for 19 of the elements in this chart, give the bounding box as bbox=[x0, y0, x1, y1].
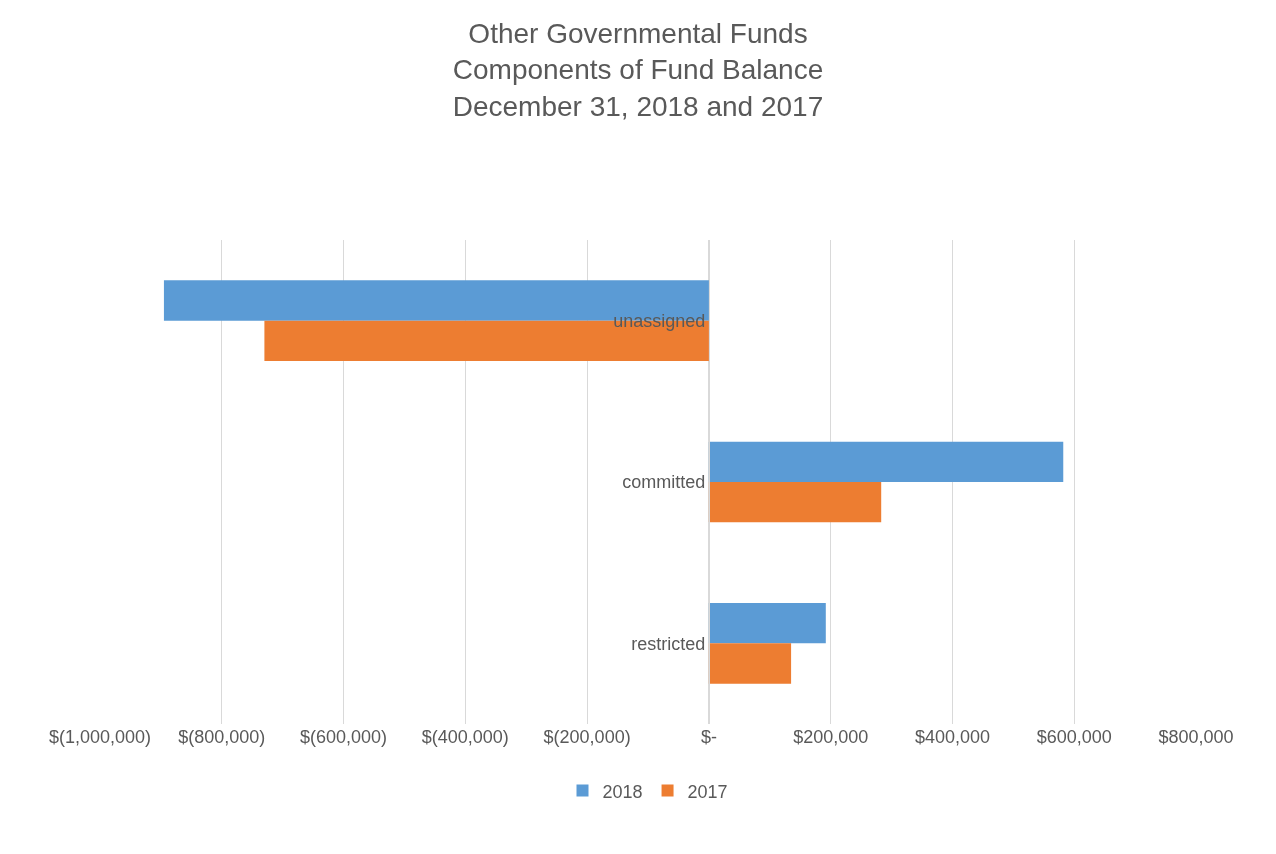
bar bbox=[708, 643, 792, 684]
x-tick-label: $200,000 bbox=[793, 727, 869, 747]
x-tick-label: $(400,000) bbox=[421, 727, 509, 747]
bar bbox=[708, 482, 882, 523]
x-tick-label: $(600,000) bbox=[300, 727, 388, 747]
x-tick-label: $(200,000) bbox=[543, 727, 631, 747]
x-tick-label: $(1,000,000) bbox=[48, 727, 152, 747]
y-tick-label: committed bbox=[622, 472, 706, 493]
x-tick-label: $400,000 bbox=[914, 727, 990, 747]
chart-title: Other Governmental Funds Components of Fund Balance December 31, 2018 and 2017 bbox=[452, 17, 824, 122]
x-tick-label: $- bbox=[700, 727, 717, 747]
bar bbox=[708, 441, 1064, 482]
x-tick-label: $800,000 bbox=[1158, 727, 1234, 747]
legend-label: 2017 bbox=[687, 781, 728, 802]
legend-label: 2018 bbox=[602, 781, 643, 802]
bar bbox=[708, 603, 826, 644]
x-tick-label: $600,000 bbox=[1036, 727, 1112, 747]
x-tick-label: $(800,000) bbox=[178, 727, 266, 747]
y-tick-label: restricted bbox=[631, 633, 706, 654]
